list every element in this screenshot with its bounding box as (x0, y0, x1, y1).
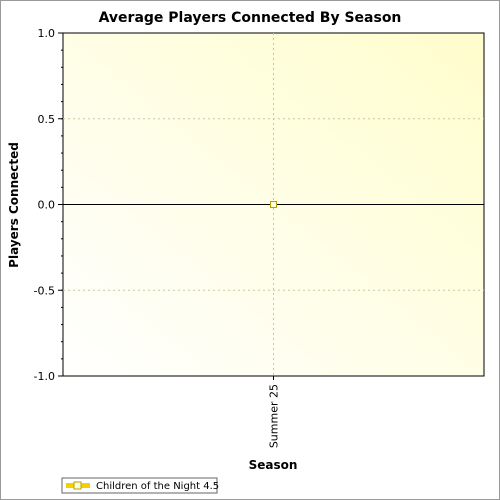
x-axis: Summer 25 (268, 376, 281, 448)
y-tick-label: 0.0 (38, 199, 56, 212)
legend-label: Children of the Night 4.5 (96, 481, 219, 492)
legend-box (61, 477, 218, 494)
data-point (270, 201, 277, 208)
y-tick-label: -1.0 (34, 370, 55, 383)
legend: Children of the Night 4.5 (61, 477, 219, 494)
y-axis: 1.0 0.5 0.0 -0.5 -1.0 (34, 27, 63, 383)
y-tick-label: -0.5 (34, 284, 55, 297)
y-tick-label: 0.5 (38, 113, 56, 126)
legend-swatch (66, 481, 90, 490)
y-axis-title: Players Connected (7, 142, 21, 268)
series-layer (270, 201, 277, 208)
chart-title: Average Players Connected By Season (99, 10, 402, 26)
x-axis-title: Season (249, 458, 298, 472)
legend-marker (73, 481, 82, 490)
y-tick-label: 1.0 (38, 27, 56, 40)
x-tick-label: Summer 25 (268, 384, 281, 448)
